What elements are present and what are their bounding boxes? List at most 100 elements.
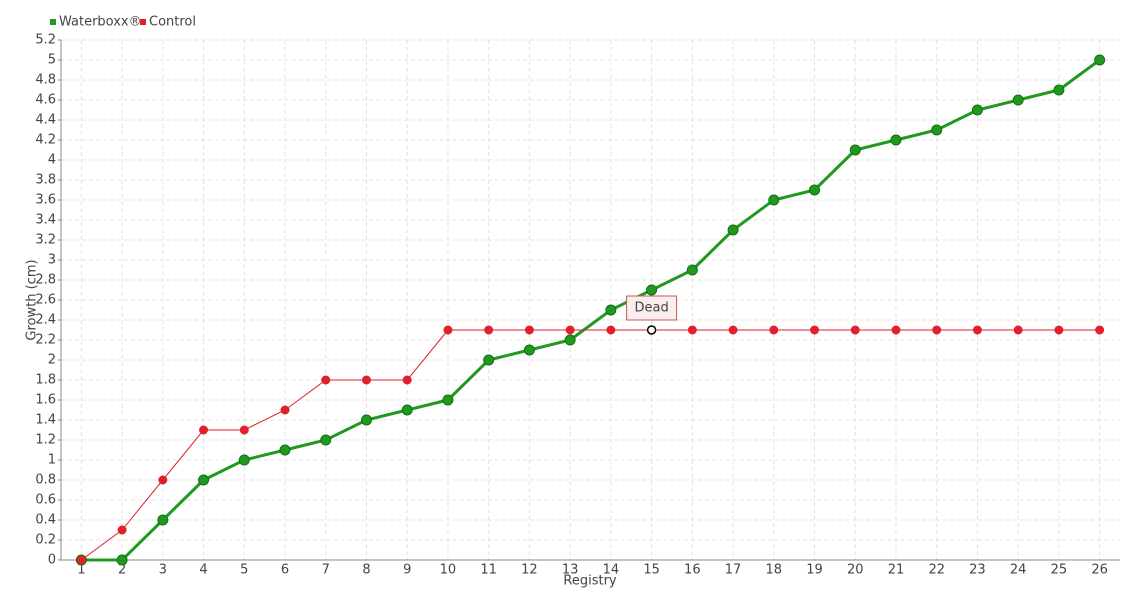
x-tick-label: 11 — [480, 563, 497, 578]
x-tick-label: 2 — [118, 563, 126, 578]
data-point — [360, 414, 372, 426]
x-tick-label: 16 — [684, 563, 701, 578]
data-point — [1054, 325, 1064, 335]
y-tick-label: 2.4 — [35, 313, 56, 328]
data-point — [116, 554, 128, 566]
x-tick-label: 21 — [888, 563, 905, 578]
series-line — [81, 58, 1101, 562]
x-axis-title: Registry — [563, 574, 617, 589]
data-point — [443, 325, 453, 335]
x-tick-label: 26 — [1091, 563, 1108, 578]
data-point — [890, 134, 902, 146]
data-point — [524, 325, 534, 335]
y-tick-label: 2.2 — [35, 333, 56, 348]
data-point — [117, 525, 127, 535]
x-tick-label: 10 — [440, 563, 457, 578]
data-point — [564, 334, 576, 346]
data-point — [932, 325, 942, 335]
x-tick-label: 25 — [1051, 563, 1068, 578]
data-point — [401, 404, 413, 416]
y-axis-title: Growth (cm) — [25, 259, 40, 340]
x-tick-label: 18 — [766, 563, 783, 578]
y-tick-label: 2 — [48, 353, 56, 368]
data-point — [605, 304, 617, 316]
data-point — [199, 425, 209, 435]
legend-swatch — [140, 19, 146, 25]
data-point — [728, 325, 738, 335]
data-point — [1053, 84, 1065, 96]
data-point — [238, 454, 250, 466]
legend-label: Waterboxx® — [59, 15, 142, 30]
y-tick-label: 3 — [48, 253, 56, 268]
y-tick-label: 0.8 — [35, 473, 56, 488]
data-point — [850, 325, 860, 335]
data-point — [1095, 325, 1105, 335]
data-point — [809, 184, 821, 196]
y-tick-label: 4.2 — [35, 133, 56, 148]
x-tick-label: 1 — [77, 563, 85, 578]
data-point — [279, 444, 291, 456]
y-tick-label: 1.2 — [35, 433, 56, 448]
y-tick-label: 2.6 — [35, 293, 56, 308]
x-tick-label: 3 — [159, 563, 167, 578]
data-point — [849, 144, 861, 156]
x-tick-label: 19 — [806, 563, 823, 578]
x-tick-label: 9 — [403, 563, 411, 578]
y-tick-label: 4.4 — [35, 113, 56, 128]
y-tick-label: 3.4 — [35, 213, 56, 228]
y-tick-label: 3.6 — [35, 193, 56, 208]
y-tick-label: 5 — [48, 53, 56, 68]
x-tick-label: 8 — [362, 563, 370, 578]
x-tick-label: 6 — [281, 563, 289, 578]
data-point — [402, 375, 412, 385]
data-point — [971, 104, 983, 116]
data-point — [606, 325, 616, 335]
y-tick-label: 3.8 — [35, 173, 56, 188]
data-point — [1013, 325, 1023, 335]
data-point — [810, 325, 820, 335]
data-point — [972, 325, 982, 335]
x-tick-label: 13 — [562, 563, 579, 578]
y-tick-label: 5.2 — [35, 33, 56, 48]
data-point — [686, 264, 698, 276]
y-tick-label: 1.6 — [35, 393, 56, 408]
data-point — [239, 425, 249, 435]
data-point — [442, 394, 454, 406]
legend-label: Control — [149, 15, 196, 30]
x-tick-label: 17 — [725, 563, 742, 578]
data-point — [891, 325, 901, 335]
x-tick-label: 5 — [240, 563, 248, 578]
data-point — [320, 434, 332, 446]
data-point — [76, 555, 86, 565]
x-tick-label: 4 — [199, 563, 207, 578]
data-point — [727, 224, 739, 236]
data-point — [687, 325, 697, 335]
y-tick-label: 3.2 — [35, 233, 56, 248]
data-point — [361, 375, 371, 385]
x-tick-label: 15 — [643, 563, 660, 578]
data-point — [484, 325, 494, 335]
y-tick-label: 4.6 — [35, 93, 56, 108]
y-tick-label: 1.8 — [35, 373, 56, 388]
data-point — [198, 474, 210, 486]
series-line — [81, 329, 1100, 561]
data-point — [769, 325, 779, 335]
data-point — [565, 325, 575, 335]
data-point — [483, 354, 495, 366]
x-tick-label: 7 — [322, 563, 330, 578]
data-point — [1094, 54, 1106, 66]
data-point — [158, 475, 168, 485]
data-point — [1012, 94, 1024, 106]
x-tick-label: 23 — [969, 563, 986, 578]
legend-swatch — [50, 19, 56, 25]
y-tick-label: 0.4 — [35, 513, 56, 528]
x-tick-label: 22 — [928, 563, 945, 578]
x-tick-label: 20 — [847, 563, 864, 578]
y-tick-label: 2.8 — [35, 273, 56, 288]
annotation-text: Dead — [634, 301, 668, 316]
data-point — [157, 514, 169, 526]
y-tick-label: 0.6 — [35, 493, 56, 508]
x-tick-label: 24 — [1010, 563, 1027, 578]
y-tick-label: 4 — [48, 153, 56, 168]
